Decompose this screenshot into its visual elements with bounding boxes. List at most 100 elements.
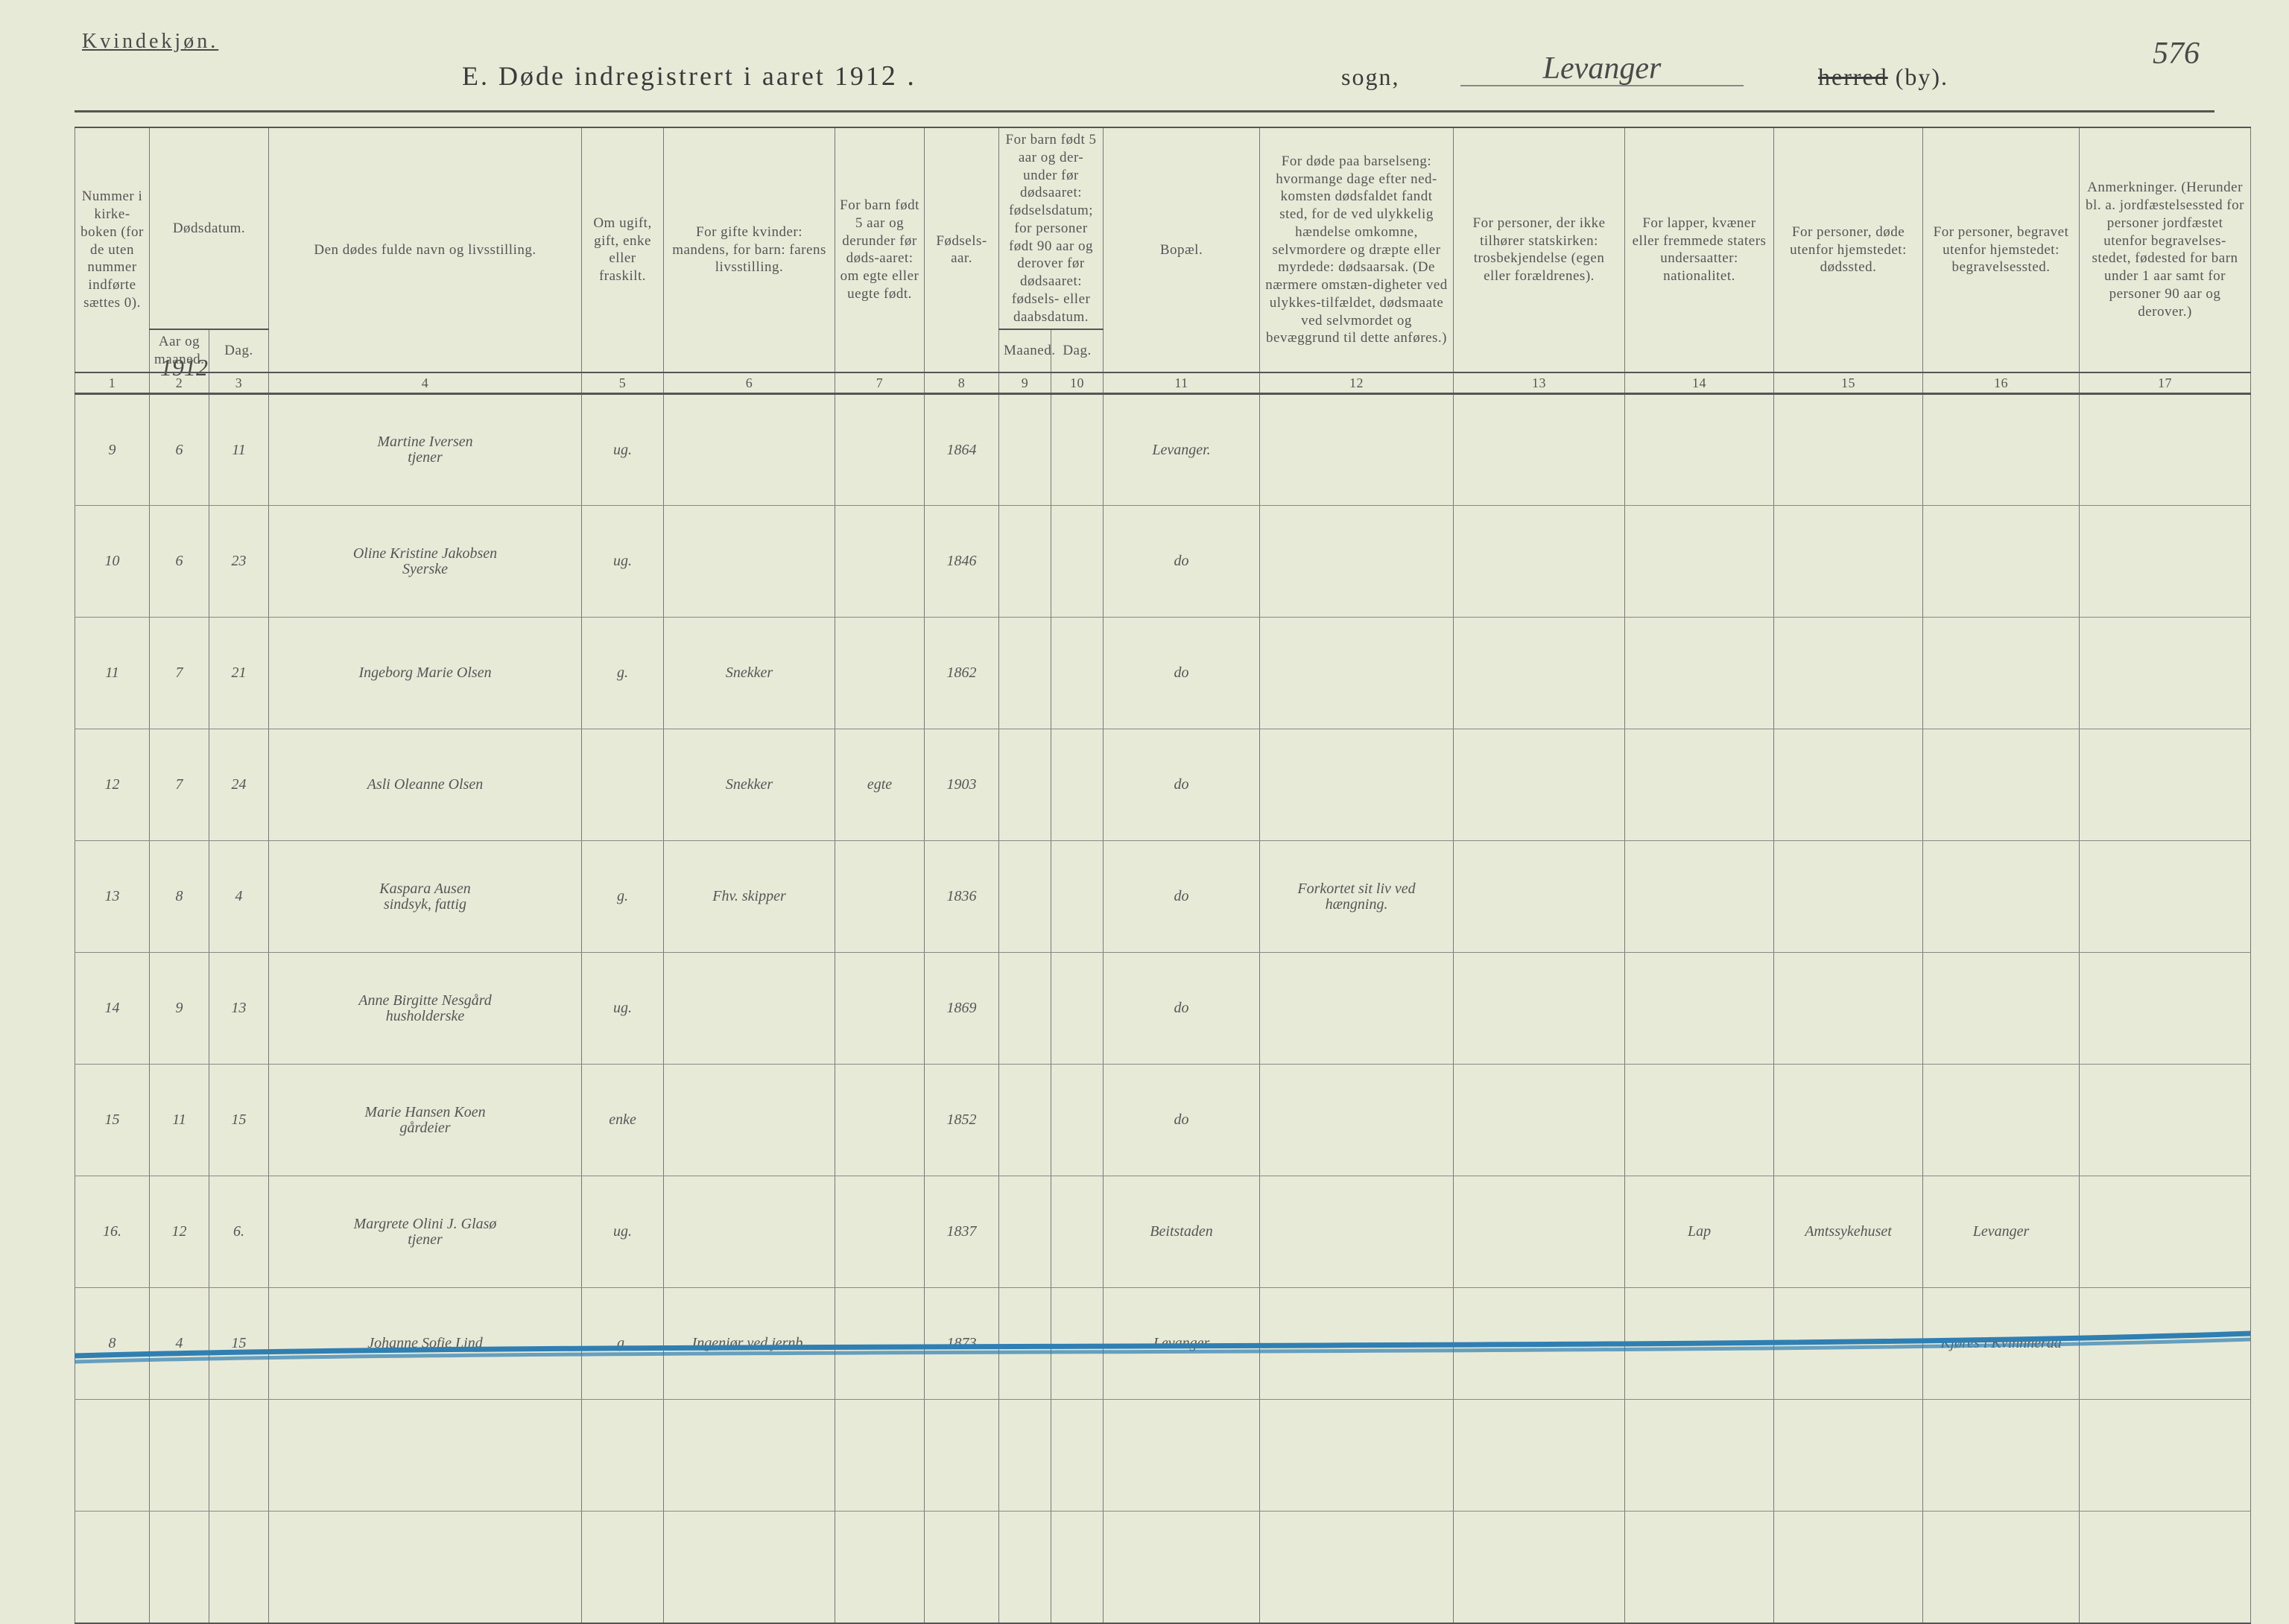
table-row: 10623Oline Kristine JakobsenSyerskeug.18… xyxy=(75,506,2251,618)
empty-cell xyxy=(925,1512,999,1623)
cell-bopel: do xyxy=(1104,841,1260,953)
col-header-13: For personer, der ikke tilhører statskir… xyxy=(1454,127,1625,372)
cell-name: Anne Birgitte Nesgårdhusholderske xyxy=(269,953,582,1065)
empty-cell xyxy=(1104,1512,1260,1623)
empty-cell xyxy=(1260,1400,1454,1512)
cell-col6 xyxy=(664,394,835,506)
cell-num: 9 xyxy=(75,394,150,506)
cell-c15 xyxy=(1774,618,1923,729)
cell-c12 xyxy=(1260,1288,1454,1400)
col-idx-2: 2 xyxy=(150,372,209,394)
cell-col6 xyxy=(664,506,835,618)
cell-c12 xyxy=(1260,1176,1454,1288)
cell-num: 13 xyxy=(75,841,150,953)
cell-mnd: 12 xyxy=(150,1176,209,1288)
cell-col7 xyxy=(835,1288,925,1400)
cell-c16 xyxy=(1923,506,2080,618)
empty-cell xyxy=(1051,1400,1104,1512)
empty-cell xyxy=(835,1512,925,1623)
col-header-17: Anmerkninger. (Herunder bl. a. jordfæste… xyxy=(2080,127,2251,372)
col-idx-16: 16 xyxy=(1923,372,2080,394)
cell-stand: enke xyxy=(582,1065,664,1176)
cell-c17 xyxy=(2080,1288,2251,1400)
cell-c15 xyxy=(1774,729,1923,841)
cell-c12 xyxy=(1260,1065,1454,1176)
cell-name: Martine Iversentjener xyxy=(269,394,582,506)
col-header-9: Maaned. xyxy=(999,329,1051,372)
cell-c9 xyxy=(999,1288,1051,1400)
cell-name: Marie Hansen Koengårdeier xyxy=(269,1065,582,1176)
empty-cell xyxy=(75,1512,150,1623)
cell-c10 xyxy=(1051,1176,1104,1288)
herred-label: herred (by). xyxy=(1818,63,1948,91)
col-header-3: Dag. xyxy=(209,329,269,372)
empty-cell xyxy=(582,1512,664,1623)
cell-c10 xyxy=(1051,953,1104,1065)
cell-name: Kaspara Ausensindsyk, fattig xyxy=(269,841,582,953)
empty-cell xyxy=(664,1512,835,1623)
cell-c15 xyxy=(1774,841,1923,953)
title-text: E. Døde indregistrert i aaret 191 xyxy=(462,61,881,91)
cell-col6: Snekker xyxy=(664,618,835,729)
cell-mnd: 7 xyxy=(150,618,209,729)
col-header-2-3-top: Dødsdatum. xyxy=(150,127,269,329)
cell-stand: ug. xyxy=(582,1176,664,1288)
cell-c17 xyxy=(2080,1065,2251,1176)
cell-col7 xyxy=(835,841,925,953)
cell-faar: 1852 xyxy=(925,1065,999,1176)
empty-cell xyxy=(1454,1400,1625,1512)
cell-c15 xyxy=(1774,1065,1923,1176)
cell-c10 xyxy=(1051,729,1104,841)
cell-stand: g. xyxy=(582,1288,664,1400)
register-page: Kvindekjøn. E. Døde indregistrert i aare… xyxy=(45,22,2244,1468)
cell-c9 xyxy=(999,729,1051,841)
col-header-11: Bopæl. xyxy=(1104,127,1260,372)
empty-cell xyxy=(1923,1512,2080,1623)
cell-col6 xyxy=(664,1176,835,1288)
table-row: 151115Marie Hansen Koengårdeierenke1852d… xyxy=(75,1065,2251,1176)
cell-stand xyxy=(582,729,664,841)
table-row: 1384Kaspara Ausensindsyk, fattigg.Fhv. s… xyxy=(75,841,2251,953)
col-idx-5: 5 xyxy=(582,372,664,394)
cell-c17 xyxy=(2080,953,2251,1065)
cell-bopel: do xyxy=(1104,506,1260,618)
col-header-7: For barn født 5 aar og derunder før døds… xyxy=(835,127,925,372)
cell-c10 xyxy=(1051,394,1104,506)
cell-faar: 1869 xyxy=(925,953,999,1065)
cell-col6: Ingeniør ved jernb. xyxy=(664,1288,835,1400)
cell-mnd: 6 xyxy=(150,394,209,506)
cell-faar: 1903 xyxy=(925,729,999,841)
cell-c17 xyxy=(2080,618,2251,729)
col-idx-6: 6 xyxy=(664,372,835,394)
cell-dag: 21 xyxy=(209,618,269,729)
cell-c12 xyxy=(1260,394,1454,506)
empty-cell xyxy=(209,1400,269,1512)
cell-c9 xyxy=(999,953,1051,1065)
table-body: 9611Martine Iversentjenerug.1864Levanger… xyxy=(75,394,2251,1623)
cell-c10 xyxy=(1051,506,1104,618)
cell-bopel: do xyxy=(1104,953,1260,1065)
cell-stand: g. xyxy=(582,618,664,729)
empty-cell xyxy=(999,1400,1051,1512)
cell-c15: Amtssykehuset xyxy=(1774,1176,1923,1288)
cell-c17 xyxy=(2080,1176,2251,1288)
cell-name: Oline Kristine JakobsenSyerske xyxy=(269,506,582,618)
col-idx-3: 3 xyxy=(209,372,269,394)
col-header-12: For døde paa barselseng: hvormange dage … xyxy=(1260,127,1454,372)
cell-c13 xyxy=(1454,394,1625,506)
empty-cell xyxy=(75,1400,150,1512)
cell-mnd: 9 xyxy=(150,953,209,1065)
cell-c12: Forkortet sit liv ved hængning. xyxy=(1260,841,1454,953)
cell-col6: Snekker xyxy=(664,729,835,841)
col-idx-4: 4 xyxy=(269,372,582,394)
cell-bopel: Levanger. xyxy=(1104,394,1260,506)
empty-cell xyxy=(269,1512,582,1623)
table-row: 12724Asli Oleanne OlsenSnekkeregte1903do xyxy=(75,729,2251,841)
empty-cell xyxy=(1625,1512,1774,1623)
page-title: E. Døde indregistrert i aaret 1912 . xyxy=(462,60,916,92)
cell-c10 xyxy=(1051,841,1104,953)
table-row: 14913Anne Birgitte Nesgårdhusholderskeug… xyxy=(75,953,2251,1065)
cell-name: Asli Oleanne Olsen xyxy=(269,729,582,841)
cell-num: 12 xyxy=(75,729,150,841)
cell-faar: 1864 xyxy=(925,394,999,506)
